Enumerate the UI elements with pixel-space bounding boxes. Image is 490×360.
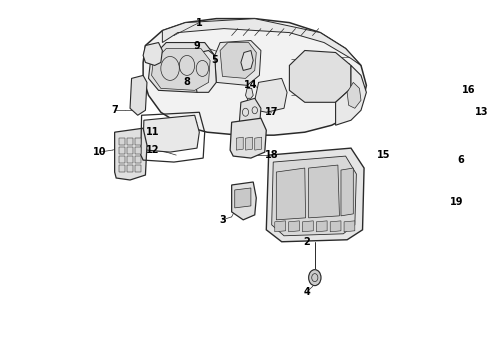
Text: 18: 18 [265, 150, 278, 160]
Polygon shape [127, 165, 133, 172]
Text: 6: 6 [458, 155, 465, 165]
Text: 1: 1 [196, 18, 203, 28]
Polygon shape [127, 138, 133, 145]
Polygon shape [215, 41, 261, 85]
Polygon shape [241, 50, 253, 71]
Text: 10: 10 [93, 147, 106, 157]
Polygon shape [220, 42, 256, 78]
Polygon shape [336, 66, 367, 125]
Polygon shape [275, 221, 286, 232]
Polygon shape [344, 221, 355, 232]
Text: 5: 5 [211, 55, 218, 66]
Polygon shape [115, 128, 147, 180]
Polygon shape [143, 115, 199, 152]
Polygon shape [330, 221, 341, 232]
Polygon shape [119, 165, 125, 172]
Polygon shape [143, 19, 367, 135]
Polygon shape [276, 168, 306, 220]
Text: 9: 9 [194, 41, 200, 50]
Polygon shape [119, 138, 125, 145]
Polygon shape [266, 148, 364, 242]
Polygon shape [317, 221, 327, 232]
Polygon shape [162, 19, 361, 66]
Text: 11: 11 [147, 127, 160, 137]
Polygon shape [235, 188, 251, 208]
Polygon shape [119, 156, 125, 163]
Polygon shape [232, 182, 256, 220]
Text: 4: 4 [304, 287, 311, 297]
Text: 3: 3 [219, 215, 226, 225]
Polygon shape [230, 118, 266, 158]
Polygon shape [289, 221, 299, 232]
Polygon shape [127, 147, 133, 154]
Polygon shape [245, 88, 253, 98]
Polygon shape [127, 156, 133, 163]
Polygon shape [143, 42, 162, 66]
Polygon shape [236, 137, 243, 150]
Polygon shape [255, 137, 262, 150]
Polygon shape [255, 78, 287, 112]
Polygon shape [271, 156, 356, 236]
Polygon shape [302, 221, 313, 232]
Polygon shape [309, 165, 340, 218]
Polygon shape [347, 82, 361, 108]
Text: 19: 19 [450, 197, 463, 207]
Polygon shape [151, 49, 210, 90]
Polygon shape [239, 98, 261, 135]
Polygon shape [341, 168, 353, 216]
Polygon shape [135, 165, 141, 172]
Text: 12: 12 [147, 145, 160, 155]
Polygon shape [245, 137, 252, 150]
Polygon shape [193, 50, 216, 92]
Text: 7: 7 [111, 105, 118, 115]
Polygon shape [130, 75, 147, 115]
Circle shape [309, 270, 321, 285]
Polygon shape [384, 162, 453, 227]
Text: 14: 14 [244, 80, 258, 90]
Polygon shape [135, 147, 141, 154]
Text: 2: 2 [304, 237, 311, 247]
Polygon shape [424, 175, 450, 215]
Polygon shape [426, 132, 459, 182]
Polygon shape [390, 169, 420, 218]
Text: 13: 13 [475, 107, 489, 117]
Circle shape [388, 143, 395, 153]
Polygon shape [290, 50, 351, 102]
Polygon shape [119, 147, 125, 154]
Polygon shape [135, 156, 141, 163]
Polygon shape [135, 138, 141, 145]
Text: 17: 17 [265, 107, 278, 117]
Text: 15: 15 [377, 150, 391, 160]
Polygon shape [148, 42, 215, 92]
Polygon shape [401, 135, 426, 168]
Text: 16: 16 [462, 85, 475, 95]
Text: 8: 8 [184, 77, 191, 87]
